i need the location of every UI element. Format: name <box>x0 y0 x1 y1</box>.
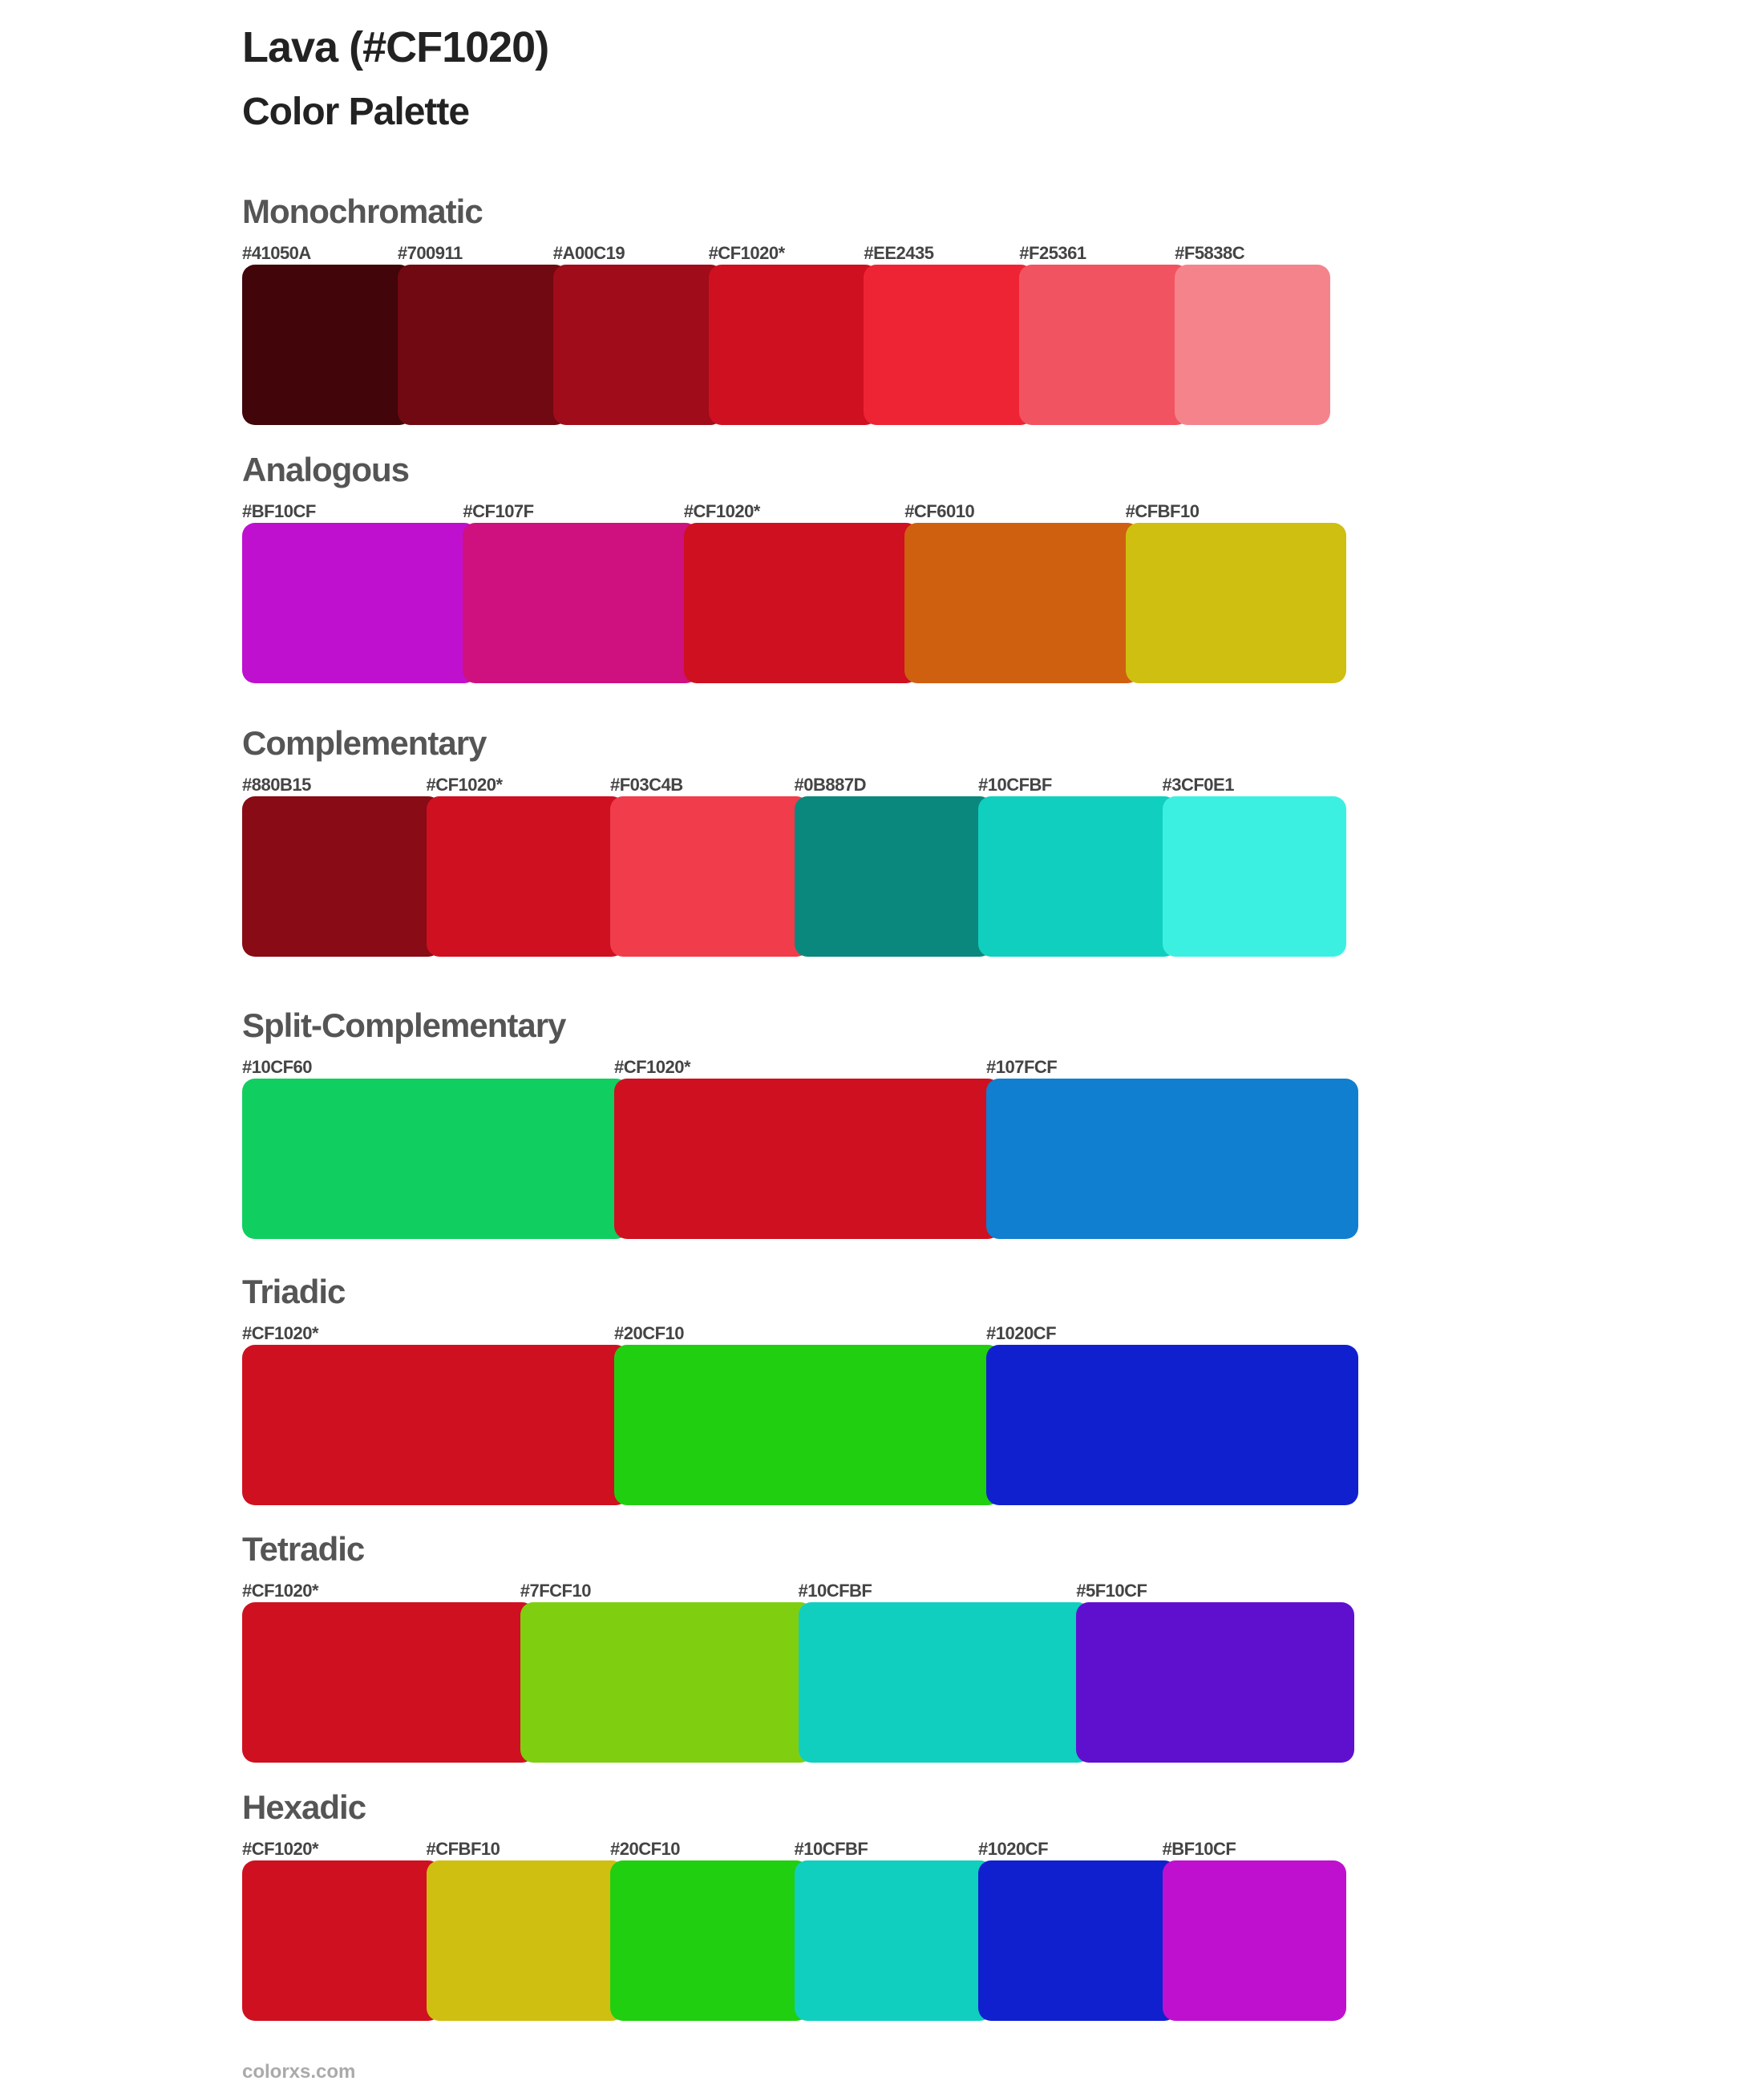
color-swatch[interactable] <box>614 1345 1001 1505</box>
section-heading: Tetradic <box>242 1530 365 1568</box>
color-swatch[interactable] <box>986 1345 1358 1505</box>
swatch-hex-label[interactable]: #CF1020* <box>683 501 761 521</box>
swatch-hex-label[interactable]: #CF1020* <box>708 243 786 263</box>
color-swatch[interactable] <box>610 796 809 957</box>
color-swatch[interactable] <box>1175 265 1330 425</box>
swatch-hex-label[interactable]: #CF107F <box>463 501 534 521</box>
color-swatch[interactable] <box>242 523 478 683</box>
color-swatch[interactable] <box>1076 1602 1354 1763</box>
color-swatch[interactable] <box>904 523 1140 683</box>
color-swatch[interactable] <box>794 1860 993 2021</box>
swatch-hex-label[interactable]: #41050A <box>242 243 311 263</box>
section-heading: Complementary <box>242 724 487 762</box>
color-swatch[interactable] <box>1125 523 1346 683</box>
palette-section-complementary: Complementary #880B15 #CF1020* #F03C4B #0B88… <box>242 724 1346 957</box>
page-title: Lava (#CF1020) <box>242 23 549 71</box>
swatch-hex-label[interactable]: #BF10CF <box>1162 1839 1236 1859</box>
palette-section-monochromatic: Monochromatic #41050A #700911 #A00C19 #CF102… <box>242 192 1330 425</box>
swatch-hex-label[interactable]: #107FCF <box>986 1057 1058 1077</box>
swatch-hex-label[interactable]: #CFBF10 <box>426 1839 500 1859</box>
swatch-hex-label[interactable]: #CF1020* <box>242 1839 319 1859</box>
palette-section-tetradic: Tetradic #CF1020* #7FCF10 #10CFBF #5F10CF <box>242 1530 1354 1763</box>
swatch-hex-label[interactable]: #CF1020* <box>426 775 504 795</box>
color-swatch[interactable] <box>864 265 1034 425</box>
swatch-hex-label[interactable]: #BF10CF <box>242 501 316 521</box>
color-swatch[interactable] <box>978 796 1177 957</box>
color-swatch[interactable] <box>708 265 879 425</box>
color-swatch[interactable] <box>978 1860 1177 2021</box>
color-swatch[interactable] <box>1019 265 1190 425</box>
swatch-hex-label[interactable]: #F5838C <box>1175 243 1245 263</box>
section-heading: Monochromatic <box>242 192 483 230</box>
swatch-hex-label[interactable]: #F03C4B <box>610 775 683 795</box>
section-heading: Split-Complementary <box>242 1006 566 1044</box>
color-swatch[interactable] <box>426 796 625 957</box>
swatch-hex-label[interactable]: #CF1020* <box>614 1057 691 1077</box>
swatch-hex-label[interactable]: #F25361 <box>1019 243 1086 263</box>
palette-section-analogous: Analogous #BF10CF #CF107F #CF1020* #CF6010 #C… <box>242 451 1346 683</box>
palette-section-hexadic: Hexadic #CF1020* #CFBF10 #20CF10 #10CFBF #102… <box>242 1788 1346 2021</box>
swatch-hex-label[interactable]: #10CFBF <box>798 1581 872 1601</box>
swatch-hex-label[interactable]: #10CFBF <box>794 1839 868 1859</box>
swatch-hex-label[interactable]: #A00C19 <box>552 243 625 263</box>
section-heading: Hexadic <box>242 1788 366 1826</box>
section-heading: Analogous <box>242 451 410 488</box>
swatch-hex-label[interactable]: #CF1020* <box>242 1323 319 1343</box>
swatch-hex-label[interactable]: #20CF10 <box>610 1839 681 1859</box>
swatch-hex-label[interactable]: #880B15 <box>242 775 311 795</box>
color-swatch[interactable] <box>610 1860 809 2021</box>
swatch-hex-label[interactable]: #1020CF <box>986 1323 1057 1343</box>
swatch-hex-label[interactable]: #10CF60 <box>242 1057 313 1077</box>
swatch-hex-label[interactable]: #EE2435 <box>864 243 934 263</box>
color-swatch[interactable] <box>794 796 993 957</box>
color-swatch[interactable] <box>242 1079 629 1239</box>
color-swatch[interactable] <box>242 1345 629 1505</box>
swatch-hex-label[interactable]: #10CFBF <box>978 775 1052 795</box>
swatch-hex-label[interactable]: #3CF0E1 <box>1162 775 1235 795</box>
color-swatch[interactable] <box>242 265 412 425</box>
swatch-hex-label[interactable]: #7FCF10 <box>520 1581 592 1601</box>
swatch-hex-label[interactable]: #5F10CF <box>1076 1581 1147 1601</box>
color-swatch[interactable] <box>463 523 698 683</box>
footer-site-link[interactable]: colorxs.com <box>242 2061 356 2083</box>
color-swatch[interactable] <box>242 1602 535 1763</box>
color-swatch[interactable] <box>986 1079 1358 1239</box>
color-swatch[interactable] <box>242 796 441 957</box>
color-swatch[interactable] <box>520 1602 813 1763</box>
swatch-hex-label[interactable]: #CF1020* <box>242 1581 319 1601</box>
swatch-hex-label[interactable]: #0B887D <box>794 775 867 795</box>
color-swatch[interactable] <box>552 265 723 425</box>
swatch-hex-label[interactable]: #CFBF10 <box>1125 501 1200 521</box>
swatch-hex-label[interactable]: #20CF10 <box>614 1323 685 1343</box>
swatch-hex-label[interactable]: #CF6010 <box>904 501 975 521</box>
section-heading: Triadic <box>242 1273 346 1310</box>
color-swatch[interactable] <box>242 1860 441 2021</box>
swatch-hex-label[interactable]: #1020CF <box>978 1839 1049 1859</box>
color-swatch[interactable] <box>397 265 568 425</box>
color-swatch[interactable] <box>426 1860 625 2021</box>
color-swatch[interactable] <box>798 1602 1091 1763</box>
palette-section-triadic: Triadic #CF1020* #20CF10 #1020CF <box>242 1273 1358 1505</box>
color-swatch[interactable] <box>683 523 920 683</box>
palette-section-split-complementary: Split-Complementary #10CF60 #CF1020* #107FC… <box>242 1006 1358 1239</box>
swatch-hex-label[interactable]: #700911 <box>397 243 463 263</box>
color-swatch[interactable] <box>1162 1860 1346 2021</box>
color-swatch[interactable] <box>1162 796 1346 957</box>
color-swatch[interactable] <box>614 1079 1001 1239</box>
page-subtitle: Color Palette <box>242 91 470 133</box>
